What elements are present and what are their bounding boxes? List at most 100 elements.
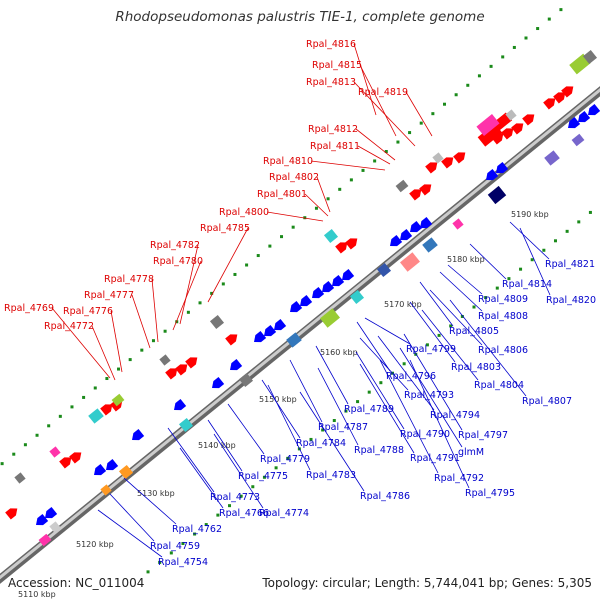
reverse-leader-line: [439, 271, 483, 312]
reverse-leader-line: [421, 309, 479, 381]
cds-blue-box: [376, 262, 392, 278]
reverse-leader-line: [364, 317, 411, 345]
tick-dot: [204, 523, 208, 527]
tick-dot: [47, 424, 51, 428]
tick-dot: [268, 244, 272, 248]
tick-dot: [163, 329, 167, 333]
reverse-gene-arrow: [410, 220, 423, 233]
tick-dot: [495, 286, 499, 290]
tick-dot: [332, 419, 336, 423]
tick-dot: [321, 428, 325, 432]
reverse-gene-label: Rpal_4799: [406, 344, 456, 355]
tick-dots-layer: [0, 8, 592, 574]
cds-cyan-box: [349, 289, 365, 305]
cds-salmon-box: [400, 252, 420, 272]
tick-dot: [588, 210, 592, 214]
reverse-leader-line: [109, 493, 155, 542]
reverse-gene-label: Rpal_4787: [318, 422, 368, 433]
tick-dot: [239, 494, 243, 498]
reverse-leader-line: [179, 447, 224, 509]
tick-dot: [379, 381, 383, 385]
forward-gene-label: Rpal_4772: [44, 321, 94, 332]
tick-dot: [70, 405, 74, 409]
reverse-gene-arrow: [174, 398, 187, 411]
tick-dot: [314, 206, 318, 210]
reverse-gene-arrow: [568, 116, 581, 129]
reverse-gene-label: Rpal_4790: [400, 429, 450, 440]
reverse-leader-line: [409, 359, 470, 489]
scale-label: 5140 kbp: [198, 441, 236, 450]
tick-dot: [512, 45, 516, 49]
forward-gene-arrow: [409, 189, 422, 201]
topology-text: Topology: circular; Length: 5,744,041 bp…: [262, 576, 592, 590]
reverse-leader-line: [289, 359, 323, 423]
reverse-gene-arrow: [300, 294, 313, 307]
tick-dot: [326, 197, 330, 201]
reverse-gene-arrow: [36, 513, 49, 526]
tick-dot: [565, 229, 569, 233]
cds-cyan-box: [178, 417, 194, 433]
tick-dot: [245, 263, 249, 267]
reverse-leader-line: [399, 347, 463, 448]
reverse-gene-arrow: [390, 234, 403, 247]
reverse-gene-label: Rpal_4779: [260, 454, 310, 465]
tick-dot: [93, 386, 97, 390]
forward-leader-line: [355, 128, 396, 161]
reverse-gene-label: Rpal_4795: [465, 488, 515, 499]
reverse-leader-line: [315, 345, 349, 405]
tick-dot: [198, 301, 202, 305]
reverse-leader-line: [317, 367, 359, 446]
scale-label: 5150 kbp: [259, 395, 297, 404]
tick-dot: [402, 362, 406, 366]
cds-lightgray-box: [49, 521, 61, 533]
tick-dot: [280, 235, 284, 239]
tick-dot: [23, 443, 27, 447]
forward-gene-arrow: [100, 404, 113, 416]
forward-gene-arrow: [501, 128, 514, 140]
reverse-leader-line: [403, 333, 463, 431]
reverse-gene-arrow: [230, 358, 243, 371]
forward-gene-label: Rpal_4780: [153, 256, 203, 267]
reverse-leader-line: [447, 264, 483, 295]
forward-gene-arrow: [522, 114, 535, 126]
reverse-gene-label: Rpal_4774: [259, 508, 309, 519]
cds-gray-box: [159, 354, 171, 366]
reverse-gene-label: Rpal_4806: [478, 345, 528, 356]
cds-magenta-box: [38, 533, 52, 547]
tick-dot: [158, 560, 162, 564]
scale-label: 5170 kbp: [384, 300, 422, 309]
tick-dot: [221, 282, 225, 286]
reverse-leader-line: [261, 379, 301, 439]
reverse-gene-arrow: [400, 228, 413, 241]
forward-leader-line: [151, 278, 159, 343]
reverse-leader-line: [267, 384, 311, 471]
forward-gene-arrow: [425, 162, 438, 174]
reverse-leader-line: [377, 335, 435, 411]
tick-dot: [216, 513, 220, 517]
reverse-gene-arrow: [578, 110, 591, 123]
forward-leader-line: [172, 260, 202, 331]
forward-gene-arrow: [419, 184, 432, 196]
tick-dot: [274, 466, 278, 470]
cds-blue-box: [286, 332, 302, 348]
reverse-leader-line: [299, 391, 365, 492]
forward-leader-line: [91, 325, 116, 381]
cds-gray-box: [395, 179, 409, 193]
tick-dot: [309, 437, 313, 441]
reverse-gene-arrow: [106, 458, 119, 471]
reverse-gene-label: Rpal_4791: [410, 453, 460, 464]
tick-dot: [477, 74, 481, 78]
reverse-leader-line: [509, 221, 550, 260]
tick-dot: [251, 485, 255, 489]
reverse-gene-label: Rpal_4762: [172, 524, 222, 535]
cds-cyan-box: [323, 228, 339, 244]
tick-dot: [169, 551, 173, 555]
forward-leader-line: [316, 176, 331, 213]
cds-gray-box: [14, 472, 26, 484]
cds-magenta-box: [476, 114, 500, 136]
reverse-gene-label: Rpal_4773: [210, 492, 260, 503]
forward-gene-label: Rpal_4819: [358, 87, 408, 98]
forward-gene-label: Rpal_4801: [257, 189, 307, 200]
forward-gene-label: Rpal_4777: [84, 290, 134, 301]
forward-gene-arrow: [225, 334, 238, 346]
